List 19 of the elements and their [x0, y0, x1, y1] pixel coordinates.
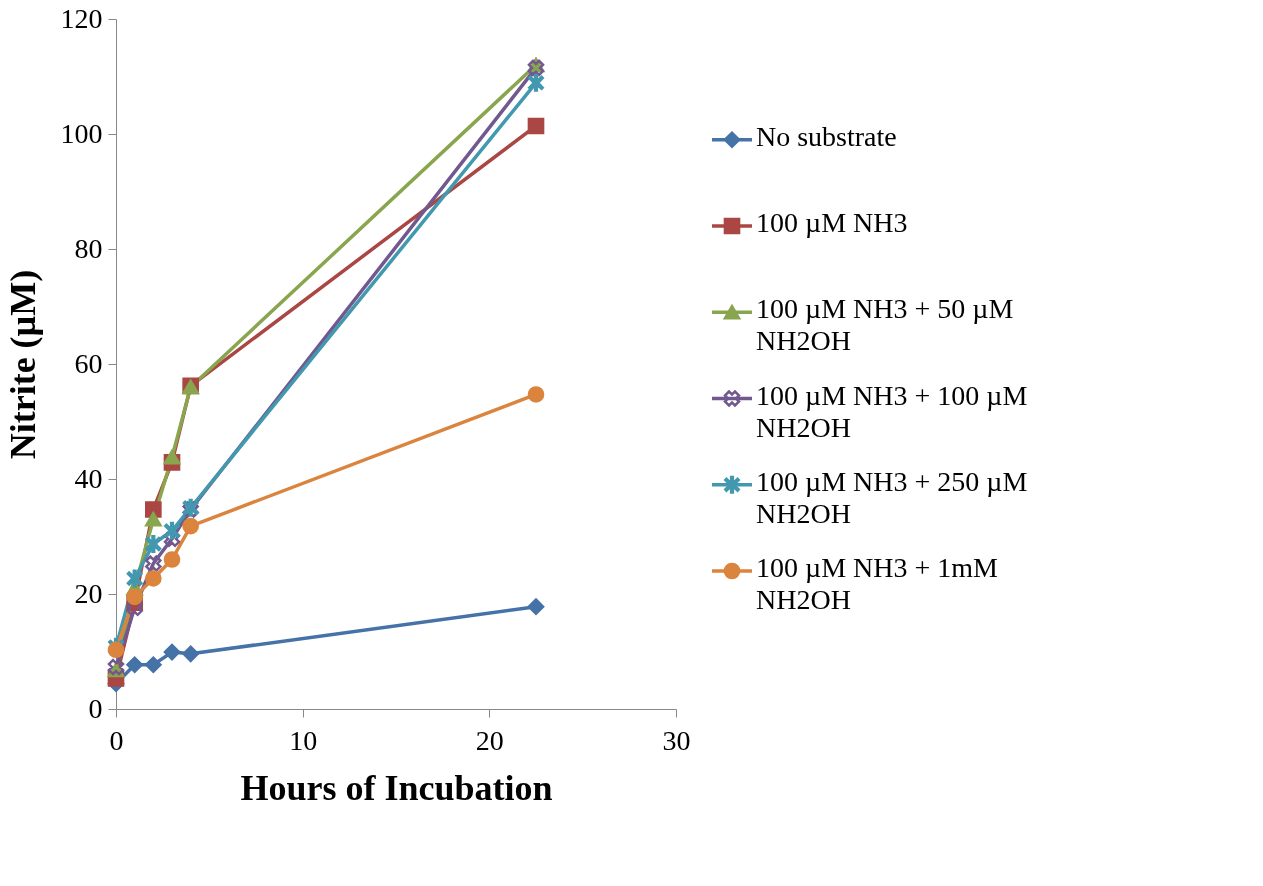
legend-label: 100 µM NH3 + 1mM NH2OH — [756, 552, 999, 615]
y-tick-label: 120 — [60, 2, 103, 34]
y-tick-label: 40 — [74, 462, 103, 494]
legend-label: 100 µM NH3 + 250 µM NH2OH — [756, 465, 1028, 529]
y-tick-label: 80 — [74, 232, 103, 264]
legend-label: No substrate — [756, 120, 897, 152]
legend-label: 100 µM NH3 — [756, 207, 908, 238]
x-tick-label: 30 — [662, 724, 691, 756]
y-tick-label: 0 — [88, 692, 103, 724]
y-tick-label: 60 — [74, 347, 103, 379]
x-tick-label: 20 — [475, 724, 504, 756]
y-tick-label: 20 — [74, 577, 103, 609]
x-tick-label: 0 — [109, 724, 124, 756]
legend-label: 100 µM NH3 + 50 µM NH2OH — [756, 293, 1014, 357]
y-tick-label: 100 — [60, 117, 103, 149]
y-axis-title: Nitrite (µM) — [2, 269, 43, 460]
legend-label: 100 µM NH3 + 100 µM NH2OH — [756, 379, 1028, 443]
x-tick-label: 10 — [289, 724, 318, 756]
x-axis-title: Hours of Incubation — [240, 767, 553, 808]
